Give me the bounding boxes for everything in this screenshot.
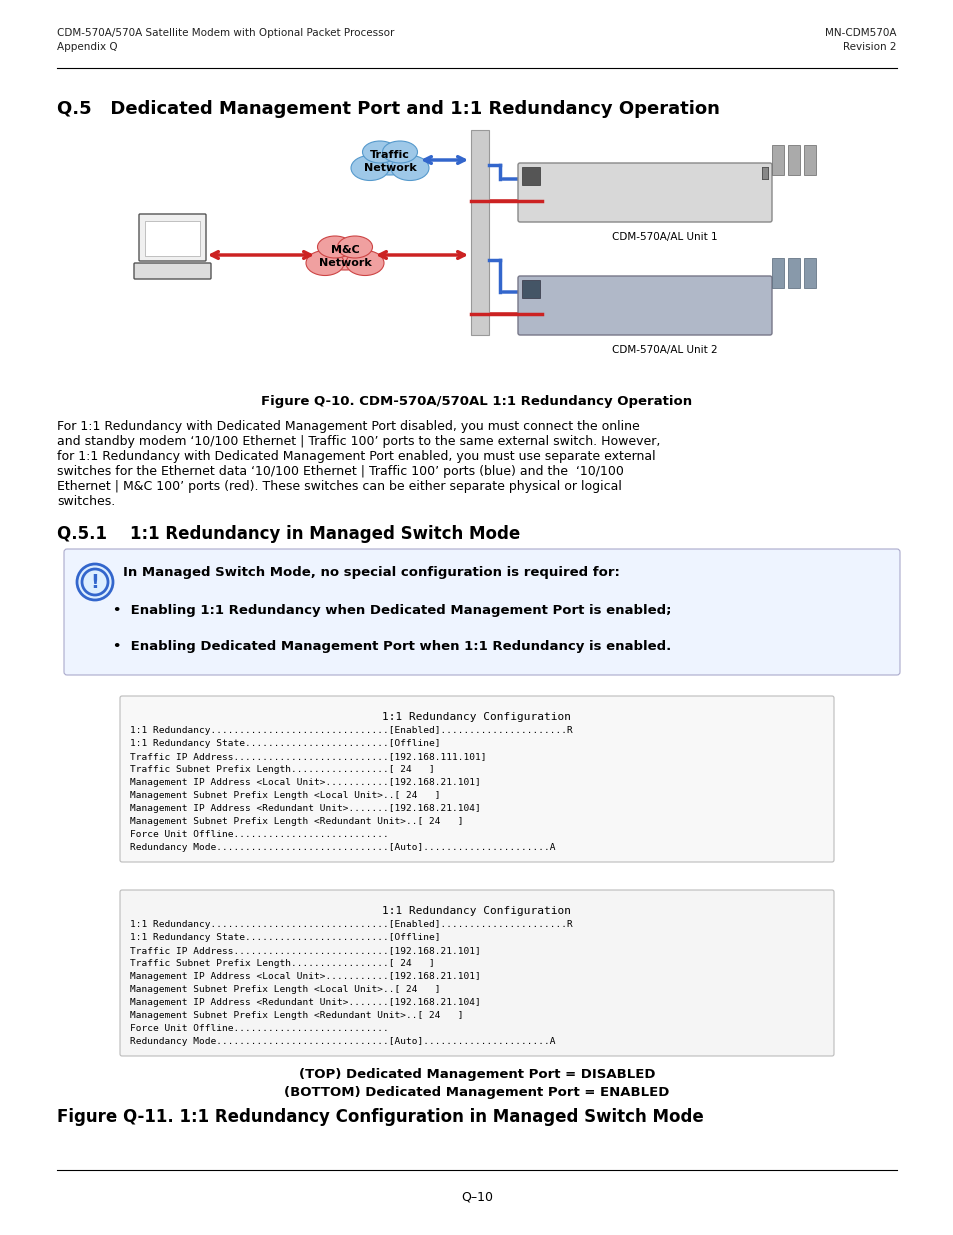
Bar	[761, 167, 767, 179]
Text: Traffic Subnet Prefix Length.................[ 24   ]: Traffic Subnet Prefix Length............…	[130, 960, 435, 968]
Text: Q–10: Q–10	[460, 1191, 493, 1203]
Bar	[521, 167, 539, 185]
Ellipse shape	[317, 236, 352, 258]
Ellipse shape	[317, 240, 372, 270]
Ellipse shape	[362, 141, 397, 163]
Text: CDM-570A/AL Unit 1: CDM-570A/AL Unit 1	[612, 232, 717, 242]
Ellipse shape	[337, 236, 372, 258]
Text: and standby modem ‘10/100 Ethernet | Traffic 100’ ports to the same external swi: and standby modem ‘10/100 Ethernet | Tra…	[57, 435, 659, 448]
FancyBboxPatch shape	[64, 550, 899, 676]
Text: Traffic IP Address...........................[192.168.21.101]: Traffic IP Address......................…	[130, 946, 480, 955]
FancyBboxPatch shape	[517, 275, 771, 335]
Ellipse shape	[362, 144, 417, 175]
Text: switches for the Ethernet data ‘10/100 Ethernet | Traffic 100’ ports (blue) and : switches for the Ethernet data ‘10/100 E…	[57, 466, 623, 478]
Text: Traffic: Traffic	[370, 149, 410, 161]
Text: 1:1 Redundancy Configuration: 1:1 Redundancy Configuration	[382, 713, 571, 722]
Text: Force Unit Offline...........................: Force Unit Offline......................…	[130, 1024, 388, 1032]
Bar	[771, 144, 783, 175]
Text: •  Enabling 1:1 Redundancy when Dedicated Management Port is enabled;: • Enabling 1:1 Redundancy when Dedicated…	[112, 604, 671, 618]
Text: Redundancy Mode..............................[Auto]......................A: Redundancy Mode.........................…	[130, 844, 555, 852]
Text: CDM-570A/AL Unit 2: CDM-570A/AL Unit 2	[612, 345, 717, 354]
Circle shape	[77, 564, 112, 600]
Text: For 1:1 Redundancy with Dedicated Management Port disabled, you must connect the: For 1:1 Redundancy with Dedicated Manage…	[57, 420, 639, 433]
Bar	[787, 144, 800, 175]
Bar	[787, 258, 800, 288]
Bar	[761, 167, 767, 179]
Text: Ethernet | M&C 100’ ports (red). These switches can be either separate physical : Ethernet | M&C 100’ ports (red). These s…	[57, 480, 621, 493]
Text: 1:1 Redundancy State.........................[Offline]: 1:1 Redundancy State....................…	[130, 932, 440, 942]
Bar	[771, 258, 783, 288]
Bar	[761, 167, 767, 179]
Text: Management IP Address <Redundant Unit>.......[192.168.21.104]: Management IP Address <Redundant Unit>..…	[130, 804, 480, 813]
Text: Management Subnet Prefix Length <Local Unit>..[ 24   ]: Management Subnet Prefix Length <Local U…	[130, 986, 440, 994]
Ellipse shape	[351, 156, 389, 180]
Bar	[803, 144, 815, 175]
FancyBboxPatch shape	[120, 697, 833, 862]
Text: for 1:1 Redundancy with Dedicated Management Port enabled, you must use separate: for 1:1 Redundancy with Dedicated Manage…	[57, 450, 655, 463]
Text: 1:1 Redundancy State.........................[Offline]: 1:1 Redundancy State....................…	[130, 739, 440, 748]
Text: Q.5   Dedicated Management Port and 1:1 Redundancy Operation: Q.5 Dedicated Management Port and 1:1 Re…	[57, 100, 720, 119]
Bar	[145, 221, 200, 256]
Text: switches.: switches.	[57, 495, 115, 508]
Bar	[471, 130, 489, 335]
Text: Figure Q-10. CDM-570A/570AL 1:1 Redundancy Operation: Figure Q-10. CDM-570A/570AL 1:1 Redundan…	[261, 395, 692, 408]
Text: In Managed Switch Mode, no special configuration is required for:: In Managed Switch Mode, no special confi…	[123, 566, 619, 579]
Text: 1:1 Redundancy Configuration: 1:1 Redundancy Configuration	[382, 906, 571, 916]
Text: Management IP Address <Local Unit>...........[192.168.21.101]: Management IP Address <Local Unit>......…	[130, 972, 480, 981]
FancyBboxPatch shape	[517, 163, 771, 222]
Text: Redundancy Mode..............................[Auto]......................A: Redundancy Mode.........................…	[130, 1037, 555, 1046]
Text: Appendix Q: Appendix Q	[57, 42, 117, 52]
Text: 1:1 Redundancy...............................[Enabled]......................R: 1:1 Redundancy..........................…	[130, 726, 572, 735]
Ellipse shape	[382, 141, 417, 163]
Text: Management Subnet Prefix Length <Redundant Unit>..[ 24   ]: Management Subnet Prefix Length <Redunda…	[130, 818, 463, 826]
Text: Force Unit Offline...........................: Force Unit Offline......................…	[130, 830, 388, 839]
Text: Management IP Address <Redundant Unit>.......[192.168.21.104]: Management IP Address <Redundant Unit>..…	[130, 998, 480, 1007]
Text: Management IP Address <Local Unit>...........[192.168.21.101]: Management IP Address <Local Unit>......…	[130, 778, 480, 787]
Text: •  Enabling Dedicated Management Port when 1:1 Redundancy is enabled.: • Enabling Dedicated Management Port whe…	[112, 640, 671, 653]
Bar	[761, 167, 767, 179]
Text: M&C: M&C	[331, 245, 359, 254]
Text: Management Subnet Prefix Length <Local Unit>..[ 24   ]: Management Subnet Prefix Length <Local U…	[130, 790, 440, 800]
Text: (TOP) Dedicated Management Port = DISABLED: (TOP) Dedicated Management Port = DISABL…	[298, 1068, 655, 1081]
Ellipse shape	[306, 251, 344, 275]
Bar	[803, 258, 815, 288]
Text: CDM-570A/570A Satellite Modem with Optional Packet Processor: CDM-570A/570A Satellite Modem with Optio…	[57, 28, 394, 38]
Text: Q.5.1    1:1 Redundancy in Managed Switch Mode: Q.5.1 1:1 Redundancy in Managed Switch M…	[57, 525, 519, 543]
Text: Network: Network	[318, 258, 371, 268]
FancyBboxPatch shape	[139, 214, 206, 261]
Text: Management Subnet Prefix Length <Redundant Unit>..[ 24   ]: Management Subnet Prefix Length <Redunda…	[130, 1011, 463, 1020]
Ellipse shape	[391, 156, 429, 180]
Ellipse shape	[346, 251, 384, 275]
FancyBboxPatch shape	[120, 890, 833, 1056]
FancyBboxPatch shape	[133, 263, 211, 279]
Text: Traffic IP Address...........................[192.168.111.101]: Traffic IP Address......................…	[130, 752, 486, 761]
Text: Figure Q-11. 1:1 Redundancy Configuration in Managed Switch Mode: Figure Q-11. 1:1 Redundancy Configuratio…	[57, 1108, 703, 1126]
Text: Traffic Subnet Prefix Length.................[ 24   ]: Traffic Subnet Prefix Length............…	[130, 764, 435, 774]
Text: Revision 2: Revision 2	[842, 42, 896, 52]
Text: (BOTTOM) Dedicated Management Port = ENABLED: (BOTTOM) Dedicated Management Port = ENA…	[284, 1086, 669, 1099]
Text: 1:1 Redundancy...............................[Enabled]......................R: 1:1 Redundancy..........................…	[130, 920, 572, 929]
Text: !: !	[91, 573, 99, 592]
Text: MN-CDM570A: MN-CDM570A	[824, 28, 896, 38]
Text: Network: Network	[363, 163, 416, 173]
Bar	[521, 280, 539, 298]
